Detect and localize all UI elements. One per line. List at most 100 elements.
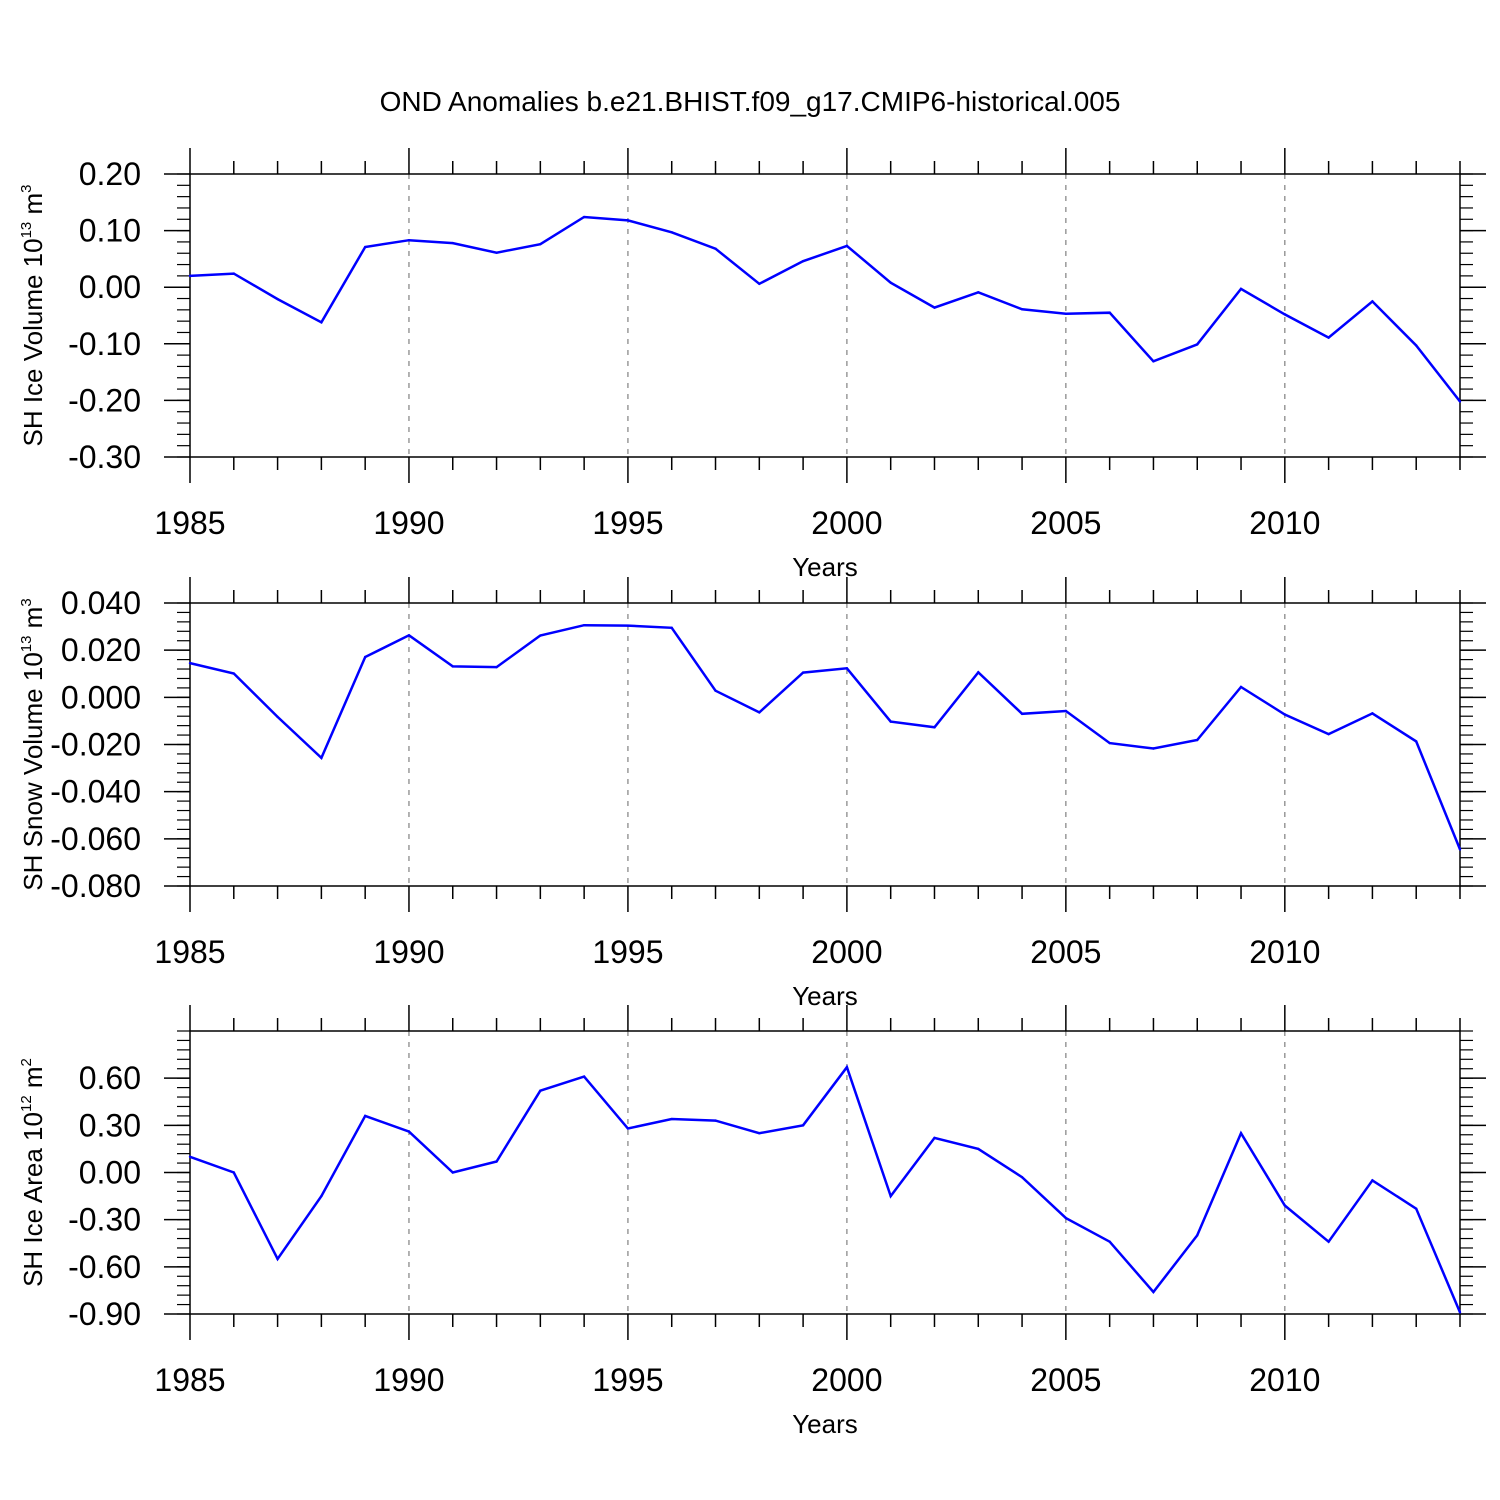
y-axis-title-unit-exponent: 2 [18,1058,35,1066]
panel-ice-area: 0.60 0.30 0.00 -0.30 -0.60 -0.90 1985 1990 1995 2… [18,1005,1486,1439]
data-point [363,655,367,659]
data-point [1415,740,1418,743]
y-tick-label: 0.040 [61,585,141,621]
data-point [1283,313,1287,316]
x-tick-label: 2005 [1030,1362,1101,1398]
data-point [1108,741,1111,745]
data-point [1108,1240,1111,1243]
data-point [1064,312,1068,316]
x-tick-label: 1990 [373,505,444,541]
data-point [1327,1240,1330,1243]
data-point [758,282,761,286]
y-axis-title-unit: m [18,193,48,222]
data-point [451,241,454,245]
data-point [670,1117,673,1121]
x-tick-label: 1990 [373,1362,444,1398]
plot-frame [189,173,1461,458]
data-point [363,1114,367,1118]
x-tick-label: 2005 [1030,505,1101,541]
data-point [188,1155,192,1158]
data-point [889,281,892,284]
x-axis-title: Years [792,1409,858,1439]
x-tick-label: 1995 [592,505,663,541]
data-point [626,624,630,627]
x-axis-title: Years [792,552,858,582]
y-axis-title: SH Ice Area 1012 m2 [18,1058,48,1287]
data-point [889,720,892,723]
data-point [1196,1234,1199,1237]
y-tick-label: -0.080 [50,868,141,904]
data-point [1196,343,1199,346]
plot-frame [189,1030,1461,1315]
x-tick-label: 2000 [811,934,882,970]
data-point [407,239,411,242]
data-point [188,274,192,278]
y-axis-title-exponent: 13 [18,636,35,653]
data-point [1152,360,1155,363]
data-point [801,259,805,263]
data-point [1152,1290,1155,1294]
y-tick-label: 0.00 [79,269,141,305]
data-point [977,291,980,294]
y-tick-label: -0.10 [68,326,141,362]
data-point [539,1089,542,1092]
plot-frame [189,602,1461,887]
data-point [232,672,235,675]
x-tick-label: 1990 [373,934,444,970]
data-point [977,1147,980,1151]
x-tick-label: 2010 [1249,1362,1320,1398]
data-point [626,219,630,222]
data-point [320,756,323,760]
data-point [889,1194,892,1198]
data-point [1458,1311,1462,1314]
data-point [363,245,367,249]
y-tick-label: -0.90 [68,1296,141,1332]
x-tick-label: 1995 [592,934,663,970]
data-point [1371,712,1374,715]
y-axis-title-unit-exponent: 3 [18,184,35,192]
data-point [1371,300,1374,303]
data-point [933,1136,936,1140]
y-axis-title: SH Snow Volume 1013 m3 [18,598,48,890]
y-tick-label: 0.60 [79,1060,141,1096]
data-point [1239,287,1243,291]
x-tick-label: 1985 [154,1362,225,1398]
data-point [977,671,980,674]
y-tick-label: 0.020 [61,632,141,668]
y-axis-title-unit-exponent: 3 [18,598,35,606]
data-point [714,1119,717,1122]
y-tick-label: -0.020 [50,727,141,763]
data-point [276,715,279,719]
data-point [714,689,717,692]
y-axis-title-main: SH Ice Area 10 [18,1112,48,1287]
y-axis-title: SH Ice Volume 1013 m3 [18,184,48,446]
data-point [582,623,586,627]
data-point [320,321,323,324]
data-point [582,1075,586,1078]
data-point [933,306,936,309]
y-axis-title-unit: m [18,607,48,636]
panel-ice-volume: 0.20 0.10 0.00 -0.10 -0.20 -0.30 1985 1990 1995 2… [18,148,1486,582]
panel-snow-volume: 0.040 0.020 0.000 -0.020 -0.040 -0.060 -0.080 1… [18,577,1486,1011]
y-axis-title-exponent: 12 [18,1095,35,1112]
x-axis-title: Years [792,981,858,1011]
data-point [801,671,805,674]
x-tick-label: 2000 [811,505,882,541]
y-axis-title-unit: m [18,1066,48,1095]
series-line [189,623,1462,850]
data-point [670,626,673,629]
data-point [539,242,542,246]
series-line [189,1064,1462,1313]
data-point [845,244,849,248]
data-point [495,665,498,669]
data-point [407,634,411,637]
data-point [451,665,454,668]
data-point [539,634,542,637]
data-point [1020,1176,1024,1179]
data-point [1108,311,1111,314]
data-point [188,661,192,665]
y-tick-label: -0.30 [68,1202,141,1238]
x-tick-label: 2005 [1030,934,1101,970]
data-point [1020,712,1024,716]
